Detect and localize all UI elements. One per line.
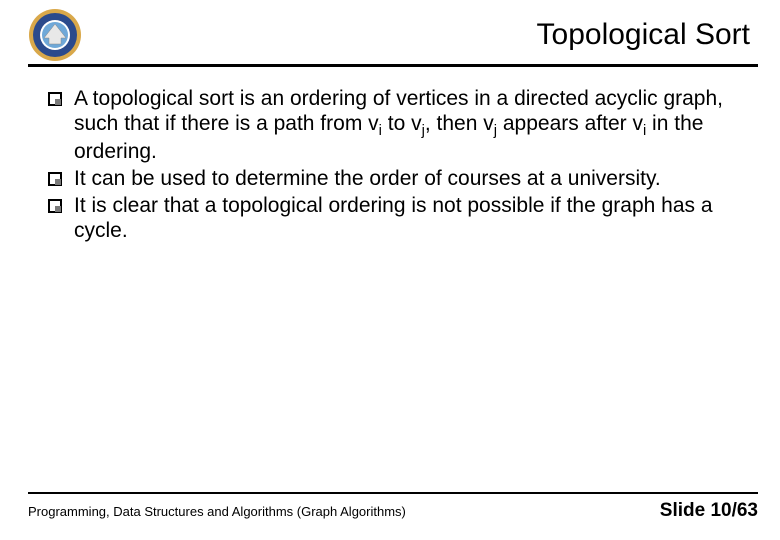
bullet-text: It can be used to determine the order of…: [74, 167, 661, 192]
slide-content: A topological sort is an ordering of ver…: [0, 67, 780, 243]
bullet-text: A topological sort is an ordering of ver…: [74, 87, 750, 165]
bullet-marker-icon: [48, 92, 62, 106]
slide-header: Topological Sort: [0, 0, 780, 62]
institution-logo-icon: [28, 8, 82, 62]
footer-course-label: Programming, Data Structures and Algorit…: [28, 504, 406, 519]
footer-row: Programming, Data Structures and Algorit…: [28, 500, 758, 522]
bullet-item: It can be used to determine the order of…: [48, 167, 750, 192]
bullet-marker-icon: [48, 172, 62, 186]
bullet-text: It is clear that a topological ordering …: [74, 194, 750, 244]
bullet-item: It is clear that a topological ordering …: [48, 194, 750, 244]
footer-rule: [28, 492, 758, 494]
slide-footer: Programming, Data Structures and Algorit…: [0, 492, 780, 522]
slide-title: Topological Sort: [82, 18, 760, 52]
bullet-marker-icon: [48, 199, 62, 213]
slide-number: Slide 10/63: [660, 500, 758, 522]
bullet-item: A topological sort is an ordering of ver…: [48, 87, 750, 165]
